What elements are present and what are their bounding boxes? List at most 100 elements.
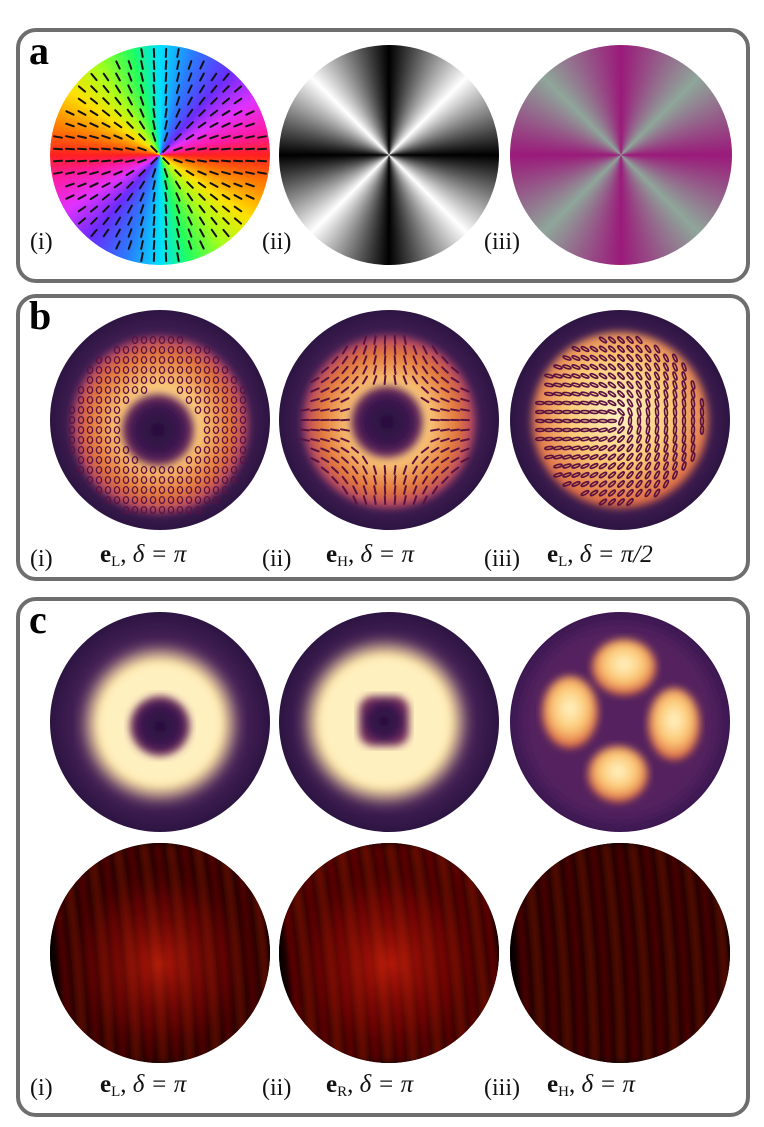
polarization-ellipse: [672, 380, 678, 390]
polarization-ellipse: [699, 425, 705, 435]
polarization-dash: [403, 335, 407, 345]
polarization-ellipse: [104, 485, 112, 495]
polarization-dash: [164, 108, 168, 118]
polarization-dash: [150, 157, 158, 165]
polarization-ellipse: [122, 495, 130, 505]
polarization-ellipse: [104, 365, 112, 375]
polarization-ellipse: [167, 345, 175, 355]
polarization-ellipse: [221, 465, 229, 475]
polarization-ellipse: [644, 479, 652, 489]
polarization-ellipse: [95, 445, 103, 455]
polarization-ellipse: [690, 443, 696, 453]
polarization-ellipse: [68, 445, 76, 455]
intensity-ring-circle-2: [279, 612, 499, 832]
polarization-dash: [331, 356, 339, 364]
polarization-ellipse: [654, 380, 660, 390]
polarization-ellipse: [86, 405, 94, 415]
polarization-dash: [138, 180, 146, 190]
polarization-ellipse: [617, 471, 625, 479]
polarization-dash: [351, 456, 359, 464]
polarization-dash: [115, 72, 121, 82]
polarization-dash: [440, 397, 450, 403]
polarization-dash: [176, 240, 180, 250]
polarization-ellipse: [607, 409, 617, 415]
polarization-ellipse: [636, 407, 642, 417]
polarization-dash: [233, 147, 243, 151]
polarization-dash: [431, 475, 439, 485]
polarization-dash: [209, 159, 219, 163]
polarization-ellipse: [571, 463, 581, 469]
polarization-dash: [65, 159, 75, 163]
polarization-dash: [164, 204, 168, 214]
polarization-dash: [331, 466, 339, 474]
polarization-dash: [65, 147, 75, 151]
polarization-dash: [233, 217, 243, 225]
polarization-dash: [341, 345, 349, 355]
polarization-ellipse: [644, 380, 652, 390]
polarization-ellipse: [158, 465, 166, 475]
polarization-ellipse: [553, 391, 563, 397]
fringe-line: [576, 843, 598, 1063]
polarization-ellipse: [122, 355, 130, 365]
polarization-ellipse: [626, 353, 634, 363]
panel-b-vec-ii: e: [326, 541, 338, 568]
polarization-dash: [341, 376, 349, 384]
polarization-dash: [65, 135, 75, 139]
polarization-dash: [412, 365, 418, 375]
polarization-ellipse: [185, 495, 193, 505]
polarization-dash: [352, 355, 358, 365]
polarization-dash: [373, 475, 377, 485]
fringe-line: [562, 843, 584, 1063]
polarization-ellipse: [663, 452, 669, 462]
polarization-dash: [320, 408, 330, 412]
polarization-ellipse: [580, 436, 590, 442]
panel-c-delta-ii: δ = π: [359, 1071, 414, 1098]
polarization-dash: [89, 109, 99, 117]
polarization-dash: [89, 170, 99, 176]
polarization-ellipse: [690, 434, 696, 444]
polarization-ellipse: [230, 415, 238, 425]
polarization-ellipse: [626, 336, 634, 344]
polarization-ellipse: [607, 354, 617, 362]
polarization-ellipse: [544, 382, 554, 388]
polarization-ellipse: [580, 445, 590, 451]
polarization-dash: [221, 182, 231, 188]
polarization-ellipse: [672, 398, 678, 408]
polarization-ellipse: [681, 371, 687, 381]
polarization-ellipse: [185, 355, 193, 365]
polarization-dash: [77, 182, 87, 188]
polarization-dash: [101, 134, 111, 140]
polarization-ellipse: [653, 371, 661, 381]
polarization-ellipse: [616, 345, 626, 353]
polarization-ellipse: [77, 415, 85, 425]
polarization-ellipse: [635, 344, 643, 354]
polarization-ellipse: [672, 452, 678, 462]
panel-b-label: b: [29, 293, 52, 338]
polarization-dash: [164, 120, 168, 130]
polarization-ellipse: [672, 434, 678, 444]
polarization-dash: [440, 447, 450, 453]
polarization-dash: [422, 345, 428, 355]
polarization-ellipse: [212, 435, 220, 445]
polarization-ellipse: [617, 399, 625, 407]
polarization-ellipse: [194, 375, 202, 385]
polarization-dash: [393, 475, 397, 485]
polarization-ellipse: [626, 470, 634, 480]
polarization-ellipse: [239, 415, 247, 425]
panel-c-vec-iii: e: [547, 1071, 559, 1098]
polarization-ellipse: [77, 405, 85, 415]
polarization-dash: [372, 375, 378, 385]
polarization-ellipse: [607, 427, 617, 433]
polarization-dash: [174, 180, 182, 190]
polarization-dash: [137, 158, 147, 164]
polarization-ellipse: [645, 416, 651, 426]
polarization-dash: [101, 147, 111, 151]
polarization-dash: [393, 335, 397, 345]
polarization-ellipse: [104, 495, 112, 505]
polarization-ellipse: [627, 416, 633, 426]
polarization-ellipse: [104, 435, 112, 445]
polarization-ellipse: [553, 373, 563, 379]
polarization-ellipse: [149, 465, 157, 475]
polarization-ellipse: [230, 385, 238, 395]
polarization-ellipse: [149, 505, 157, 515]
